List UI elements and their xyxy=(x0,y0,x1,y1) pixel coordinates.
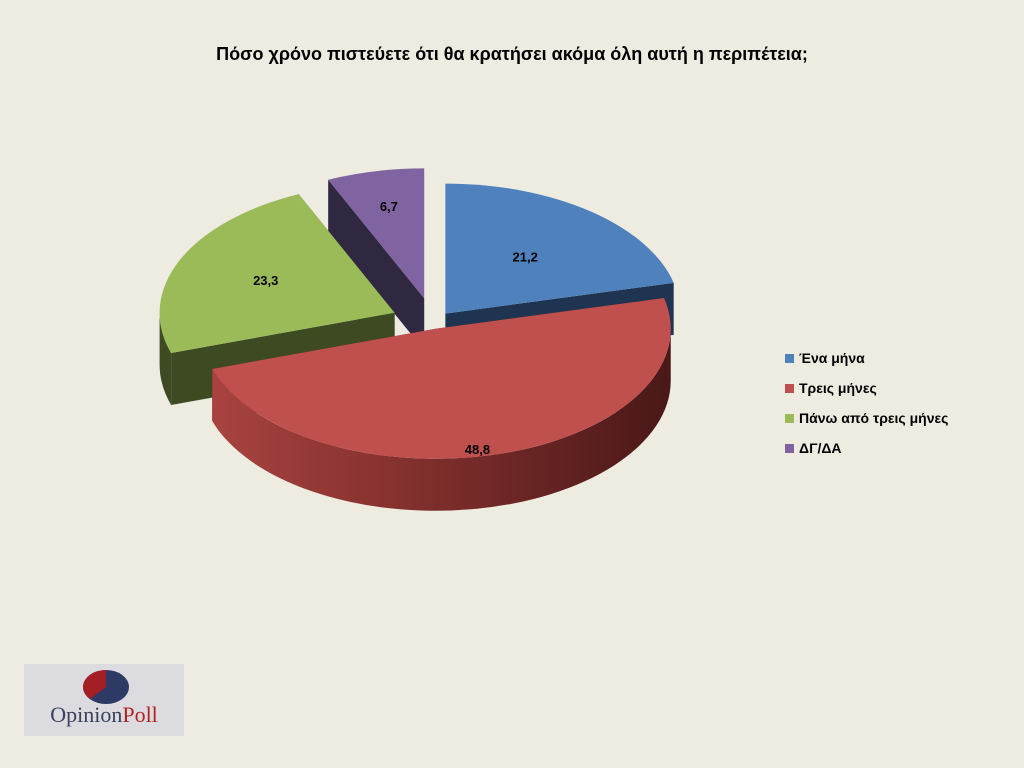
legend-label-0: Ένα μήνα xyxy=(799,350,865,366)
legend-swatch-0 xyxy=(785,353,794,363)
legend-swatch-1 xyxy=(785,383,794,393)
legend-item-1: Τρεις μήνες xyxy=(785,373,948,403)
pie-slice-1 xyxy=(212,298,671,511)
slice-value-label-1: 48,8 xyxy=(465,442,490,457)
chart-legend: Ένα μήνα Τρεις μήνες Πάνω από τρεις μήνες Δ… xyxy=(785,343,948,463)
opinionpoll-logo: OpinionPoll xyxy=(24,664,184,736)
logo-text: OpinionPoll xyxy=(50,702,158,727)
pie-slice-3 xyxy=(328,168,425,351)
legend-swatch-3 xyxy=(785,443,794,453)
legend-label-2: Πάνω από τρεις μήνες xyxy=(799,410,949,426)
slice-value-label-2: 23,3 xyxy=(253,273,278,288)
legend-item-3: ΔΓ/ΔΑ xyxy=(785,433,948,463)
slice-value-label-3: 6,7 xyxy=(380,199,398,214)
legend-item-2: Πάνω από τρεις μήνες xyxy=(785,403,948,433)
legend-label-1: Τρεις μήνες xyxy=(799,380,877,396)
legend-label-3: ΔΓ/ΔΑ xyxy=(799,440,842,456)
legend-item-0: Ένα μήνα xyxy=(785,343,948,373)
logo-pie-icon xyxy=(83,670,129,704)
slice-value-label-0: 21,2 xyxy=(513,249,538,264)
chart-title: Πόσο χρόνο πιστεύετε ότι θα κρατήσει ακό… xyxy=(216,44,808,64)
legend-swatch-2 xyxy=(785,413,794,423)
